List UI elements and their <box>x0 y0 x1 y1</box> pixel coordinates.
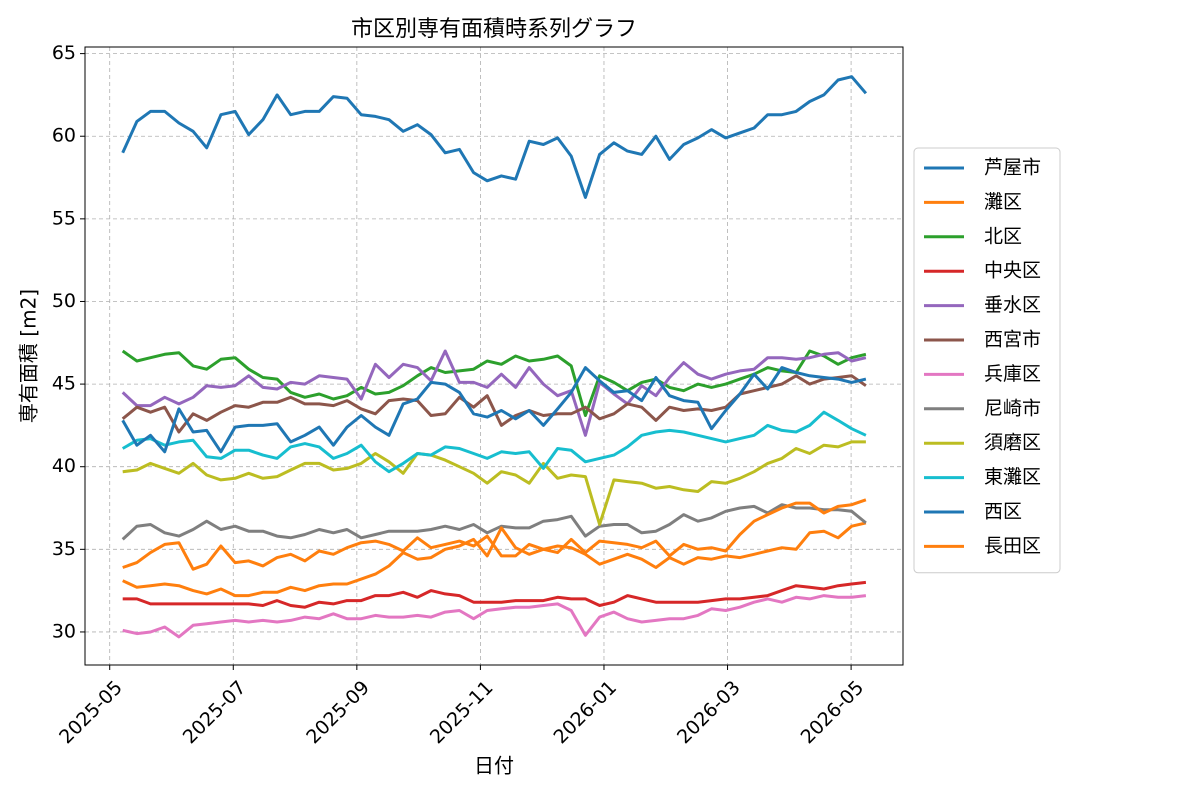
legend-label: 長田区 <box>984 535 1041 557</box>
series-line <box>121 349 867 417</box>
legend-label: 灘区 <box>984 191 1022 213</box>
legend-label: 尼崎市 <box>984 397 1041 419</box>
series-line <box>121 374 867 434</box>
series-line <box>122 580 867 609</box>
x-axis-label: 日付 <box>474 754 514 778</box>
y-axis-label: 専有面積 [m2] <box>17 289 41 423</box>
legend-label: 北区 <box>984 225 1022 247</box>
series-line <box>121 366 867 454</box>
y-tick-label: 30 <box>52 620 76 642</box>
y-tick-label: 65 <box>52 42 76 64</box>
y-tick-label: 40 <box>52 455 76 477</box>
y-tick-label: 55 <box>52 207 76 229</box>
series-line <box>122 521 867 571</box>
y-tick-label: 45 <box>52 373 76 395</box>
legend-label: 垂水区 <box>984 294 1041 316</box>
y-tick-label: 50 <box>52 290 76 312</box>
series-line <box>121 75 868 199</box>
series-line <box>122 498 867 598</box>
y-tick-label: 60 <box>52 125 76 147</box>
legend-label: 東灘区 <box>984 466 1041 488</box>
chart-title: 市区別専有面積時系列グラフ <box>351 17 637 42</box>
legend-label: 須磨区 <box>984 432 1041 454</box>
legend-label: 芦屋市 <box>984 157 1041 179</box>
series-line <box>121 349 867 437</box>
series-line <box>122 594 867 639</box>
legend-label: 兵庫区 <box>984 363 1041 385</box>
series-line <box>121 410 867 474</box>
series-line <box>122 440 866 526</box>
legend-label: 中央区 <box>984 260 1041 282</box>
legend-box <box>913 147 1061 574</box>
y-tick-label: 35 <box>52 538 76 560</box>
legend-label: 西区 <box>984 501 1022 523</box>
plot-frame <box>84 46 904 666</box>
legend-label: 西宮市 <box>984 329 1041 351</box>
series-line <box>121 503 867 541</box>
